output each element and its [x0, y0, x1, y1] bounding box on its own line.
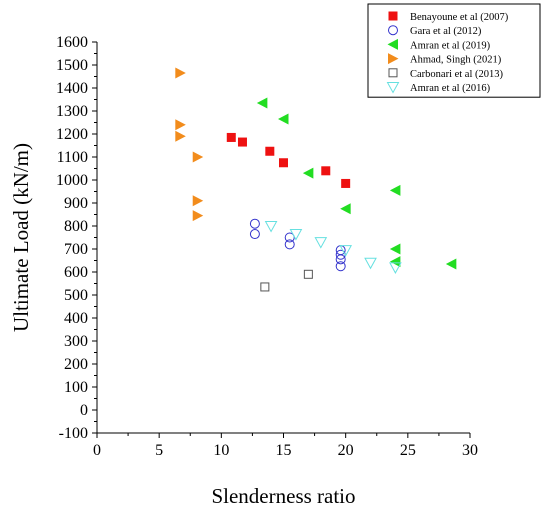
- legend-marker: [387, 38, 398, 50]
- data-point: [289, 229, 303, 241]
- data-point: [284, 239, 295, 250]
- x-axis-title: Slenderness ratio: [211, 484, 355, 508]
- y-tick-label: 500: [64, 287, 88, 304]
- data-point: [389, 256, 401, 268]
- y-tick-label: 1600: [56, 34, 88, 51]
- series-1: [249, 218, 346, 272]
- series-2: [256, 97, 457, 270]
- y-tick-label: 1100: [57, 149, 88, 166]
- y-tick-label: 600: [64, 264, 88, 281]
- data-point: [192, 210, 204, 222]
- data-point: [284, 232, 295, 243]
- data-point: [175, 67, 186, 79]
- y-tick-label: 1200: [56, 126, 88, 143]
- data-point: [339, 245, 353, 257]
- legend-marker: [388, 25, 398, 36]
- data-point: [302, 167, 314, 179]
- legend-label: Ahmad, Singh (2021): [410, 55, 502, 66]
- data-point: [192, 195, 204, 207]
- data-point: [249, 229, 260, 240]
- x-tick-label: 15: [276, 442, 292, 459]
- data-point: [341, 178, 351, 188]
- legend-marker: [388, 11, 398, 21]
- y-axis-title: Ultimate Load (kN/m): [9, 143, 33, 332]
- y-tick-label: 300: [64, 333, 88, 350]
- x-tick-label: 25: [400, 442, 416, 459]
- x-tick-label: 20: [338, 442, 354, 459]
- series-0: [226, 132, 351, 188]
- legend-marker: [386, 82, 400, 94]
- data-point: [278, 113, 289, 125]
- data-point: [175, 119, 186, 131]
- data-point: [264, 221, 278, 233]
- legend-label: Gara et al (2012): [410, 26, 482, 37]
- legend: Benayoune et al (2007) Gara et al (2012) A…: [367, 3, 541, 98]
- legend-marker: [388, 68, 398, 78]
- y-tick-label: 900: [64, 195, 88, 212]
- data-point: [175, 130, 186, 142]
- data-point: [364, 257, 377, 270]
- y-tick-label: 1000: [56, 172, 88, 189]
- legend-label: Amran et al (2016): [410, 83, 491, 94]
- data-point: [340, 203, 351, 215]
- data-point: [256, 97, 268, 109]
- y-tick-label: 1400: [56, 80, 88, 97]
- data-point: [237, 137, 247, 147]
- x-tick-label: 5: [155, 442, 163, 459]
- legend-marker: [388, 53, 399, 65]
- data-point: [279, 158, 288, 168]
- x-tick-label: 0: [93, 442, 101, 459]
- data-point: [249, 218, 260, 229]
- y-tick-label: 700: [64, 241, 88, 258]
- data-point: [192, 151, 204, 163]
- data-point: [265, 146, 275, 156]
- data-point: [389, 184, 401, 196]
- y-tick-label: 400: [64, 310, 88, 327]
- data-point: [335, 261, 346, 272]
- data-point: [314, 237, 328, 249]
- plot-marks: [175, 67, 457, 292]
- data-point: [445, 258, 457, 270]
- y-tick-label: 1500: [56, 57, 88, 74]
- data-point: [321, 166, 331, 176]
- data-point: [389, 262, 402, 274]
- data-point: [226, 132, 236, 142]
- series-3: [175, 67, 204, 222]
- y-tick-label: -100: [59, 425, 88, 442]
- data-point: [335, 254, 346, 265]
- series-5: [264, 221, 402, 274]
- y-tick-label: 100: [64, 379, 88, 396]
- series-4: [260, 269, 313, 292]
- axes: 0 5 10 15 20 25 30 -100 0 100 200 300 400 500 600 700 80…: [56, 34, 478, 459]
- x-tick-label: 30: [462, 442, 478, 459]
- legend-label: Carbonari et al (2013): [410, 69, 504, 80]
- data-point: [303, 269, 313, 279]
- y-tick-label: 800: [64, 218, 88, 235]
- legend-label: Amran et al (2019): [410, 40, 491, 51]
- x-tick-label: 10: [213, 442, 229, 459]
- legend-label: Benayoune et al (2007): [410, 12, 509, 23]
- y-tick-label: 0: [80, 402, 88, 419]
- data-point: [260, 282, 270, 292]
- data-point: [389, 243, 401, 255]
- y-tick-label: 1300: [56, 103, 88, 120]
- y-tick-label: 200: [64, 356, 88, 373]
